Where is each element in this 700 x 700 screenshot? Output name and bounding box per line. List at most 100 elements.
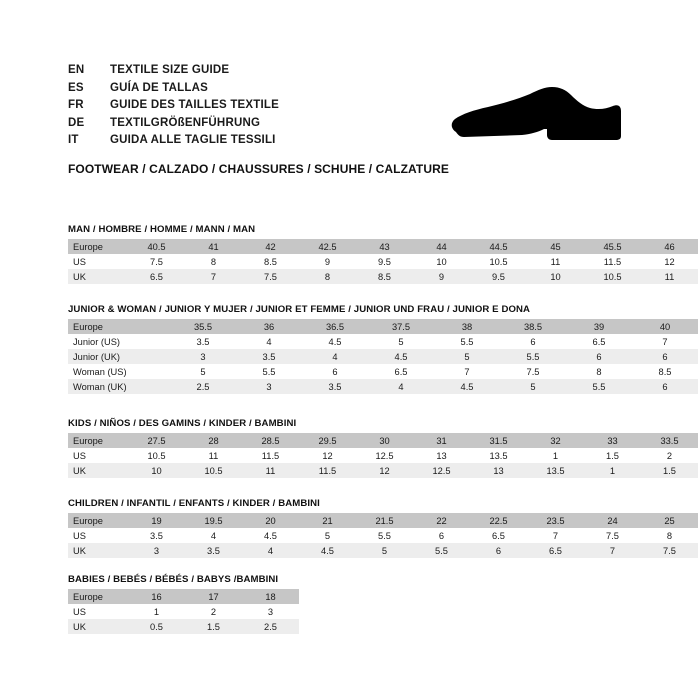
size-cell: 4	[302, 349, 368, 364]
size-cell: 31.5	[470, 433, 527, 448]
row-label: US	[68, 254, 128, 269]
size-cell: 11	[527, 254, 584, 269]
size-cell: 12	[299, 448, 356, 463]
row-label: US	[68, 528, 128, 543]
size-cell: 7.5	[128, 254, 185, 269]
size-cell: 43	[356, 239, 413, 254]
row-label: US	[68, 604, 128, 619]
size-cell: 6.5	[566, 334, 632, 349]
dress-shoe-silhouette-icon	[448, 80, 628, 150]
size-cell: 13.5	[470, 448, 527, 463]
size-cell: 11.5	[584, 254, 641, 269]
size-cell: 11.5	[242, 448, 299, 463]
size-cell: 8	[566, 364, 632, 379]
row-label: Junior (UK)	[68, 349, 170, 364]
size-cell: 6	[413, 528, 470, 543]
row-label: Europe	[68, 589, 128, 604]
size-cell: 12.5	[356, 448, 413, 463]
table-row: Woman (UK) 2.5 3 3.5 4 4.5 5 5.5 6	[68, 379, 698, 394]
section-title: KIDS / NIÑOS / DES GAMINS / KINDER / BAM…	[68, 418, 297, 429]
size-cell: 6	[302, 364, 368, 379]
row-label: Woman (UK)	[68, 379, 170, 394]
size-cell: 1.5	[641, 463, 698, 478]
size-cell: 38	[434, 319, 500, 334]
size-cell: 17	[185, 589, 242, 604]
size-cell: 10.5	[470, 254, 527, 269]
language-code: DE	[68, 116, 85, 129]
size-cell: 21.5	[356, 513, 413, 528]
section-title: MAN / HOMBRE / HOMME / MANN / MAN	[68, 224, 256, 235]
table-row: Woman (US) 5 5.5 6 6.5 7 7.5 8 8.5	[68, 364, 698, 379]
size-cell: 10	[128, 463, 185, 478]
size-cell: 4.5	[242, 528, 299, 543]
language-code: ES	[68, 81, 84, 94]
size-cell: 9	[299, 254, 356, 269]
size-cell: 5	[170, 364, 236, 379]
size-cell: 2	[185, 604, 242, 619]
size-cell: 36	[236, 319, 302, 334]
size-cell: 42	[242, 239, 299, 254]
table-header-row: Europe 35.5 36 36.5 37.5 38 38.5 39 40	[68, 319, 698, 334]
table-header-row: Europe 16 17 18	[68, 589, 299, 604]
table-row: US 3.5 4 4.5 5 5.5 6 6.5 7 7.5 8	[68, 528, 698, 543]
size-cell: 11.5	[299, 463, 356, 478]
size-cell: 29.5	[299, 433, 356, 448]
size-cell: 6	[500, 334, 566, 349]
size-cell: 10.5	[185, 463, 242, 478]
row-label: Europe	[68, 239, 128, 254]
size-cell: 8	[641, 528, 698, 543]
table-row: US 10.5 11 11.5 12 12.5 13 13.5 1 1.5 2	[68, 448, 698, 463]
size-cell: 7.5	[242, 269, 299, 284]
size-cell: 3.5	[170, 334, 236, 349]
size-cell: 44	[413, 239, 470, 254]
size-cell: 16	[128, 589, 185, 604]
size-table-junior-woman: Europe 35.5 36 36.5 37.5 38 38.5 39 40 Junior (US…	[68, 319, 698, 394]
table-row: UK 10 10.5 11 11.5 12 12.5 13 13.5 1 1.5	[68, 463, 698, 478]
size-table-kids: Europe 27.5 28 28.5 29.5 30 31 31.5 32 33 33.5 US 10…	[68, 433, 698, 478]
size-cell: 24	[584, 513, 641, 528]
size-cell: 35.5	[170, 319, 236, 334]
size-cell: 3.5	[185, 543, 242, 558]
size-cell: 3.5	[302, 379, 368, 394]
size-cell: 5	[500, 379, 566, 394]
category-title: FOOTWEAR / CALZADO / CHAUSSURES / SCHUHE…	[68, 162, 449, 176]
size-cell: 3.5	[128, 528, 185, 543]
language-row: ES GUÍA DE TALLAS	[68, 82, 448, 100]
table-row: UK 0.5 1.5 2.5	[68, 619, 299, 634]
size-cell: 18	[242, 589, 299, 604]
size-section-kids: KIDS / NIÑOS / DES GAMINS / KINDER / BAM…	[68, 418, 698, 478]
size-table-children: Europe 19 19.5 20 21 21.5 22 22.5 23.5 24 25 US 3.5 4…	[68, 513, 698, 558]
size-cell: 0.5	[128, 619, 185, 634]
size-cell: 6	[632, 379, 698, 394]
size-cell: 11	[641, 269, 698, 284]
size-cell: 10	[527, 269, 584, 284]
table-row: Junior (UK) 3 3.5 4 4.5 5 5.5 6 6	[68, 349, 698, 364]
size-table-babies: Europe 16 17 18 US 1 2 3 UK 0.5 1.5 2.5	[68, 589, 299, 634]
size-cell: 27.5	[128, 433, 185, 448]
size-cell: 12	[356, 463, 413, 478]
section-title: CHILDREN / INFANTIL / ENFANTS / KINDER /…	[68, 498, 320, 509]
size-cell: 37.5	[368, 319, 434, 334]
size-cell: 4	[242, 543, 299, 558]
row-label: US	[68, 448, 128, 463]
row-label: Europe	[68, 319, 170, 334]
size-cell: 2.5	[242, 619, 299, 634]
table-row: Junior (US) 3.5 4 4.5 5 5.5 6 6.5 7	[68, 334, 698, 349]
size-cell: 1	[128, 604, 185, 619]
language-title: TEXTILE SIZE GUIDE	[110, 64, 230, 76]
size-cell: 3	[242, 604, 299, 619]
row-label: UK	[68, 269, 128, 284]
size-cell: 42.5	[299, 239, 356, 254]
size-table-man: Europe 40.5 41 42 42.5 43 44 44.5 45 45.5 46 US 7.5 8…	[68, 239, 698, 284]
language-code: EN	[68, 64, 85, 76]
size-cell: 8	[299, 269, 356, 284]
size-cell: 5.5	[356, 528, 413, 543]
size-cell: 1	[527, 448, 584, 463]
size-section-babies: BABIES / BEBÉS / BÉBÉS / BABYS /BAMBINI E…	[68, 574, 299, 634]
size-cell: 3.5	[236, 349, 302, 364]
size-cell: 7.5	[584, 528, 641, 543]
row-label: UK	[68, 463, 128, 478]
size-cell: 28	[185, 433, 242, 448]
language-title: GUÍA DE TALLAS	[110, 81, 208, 94]
